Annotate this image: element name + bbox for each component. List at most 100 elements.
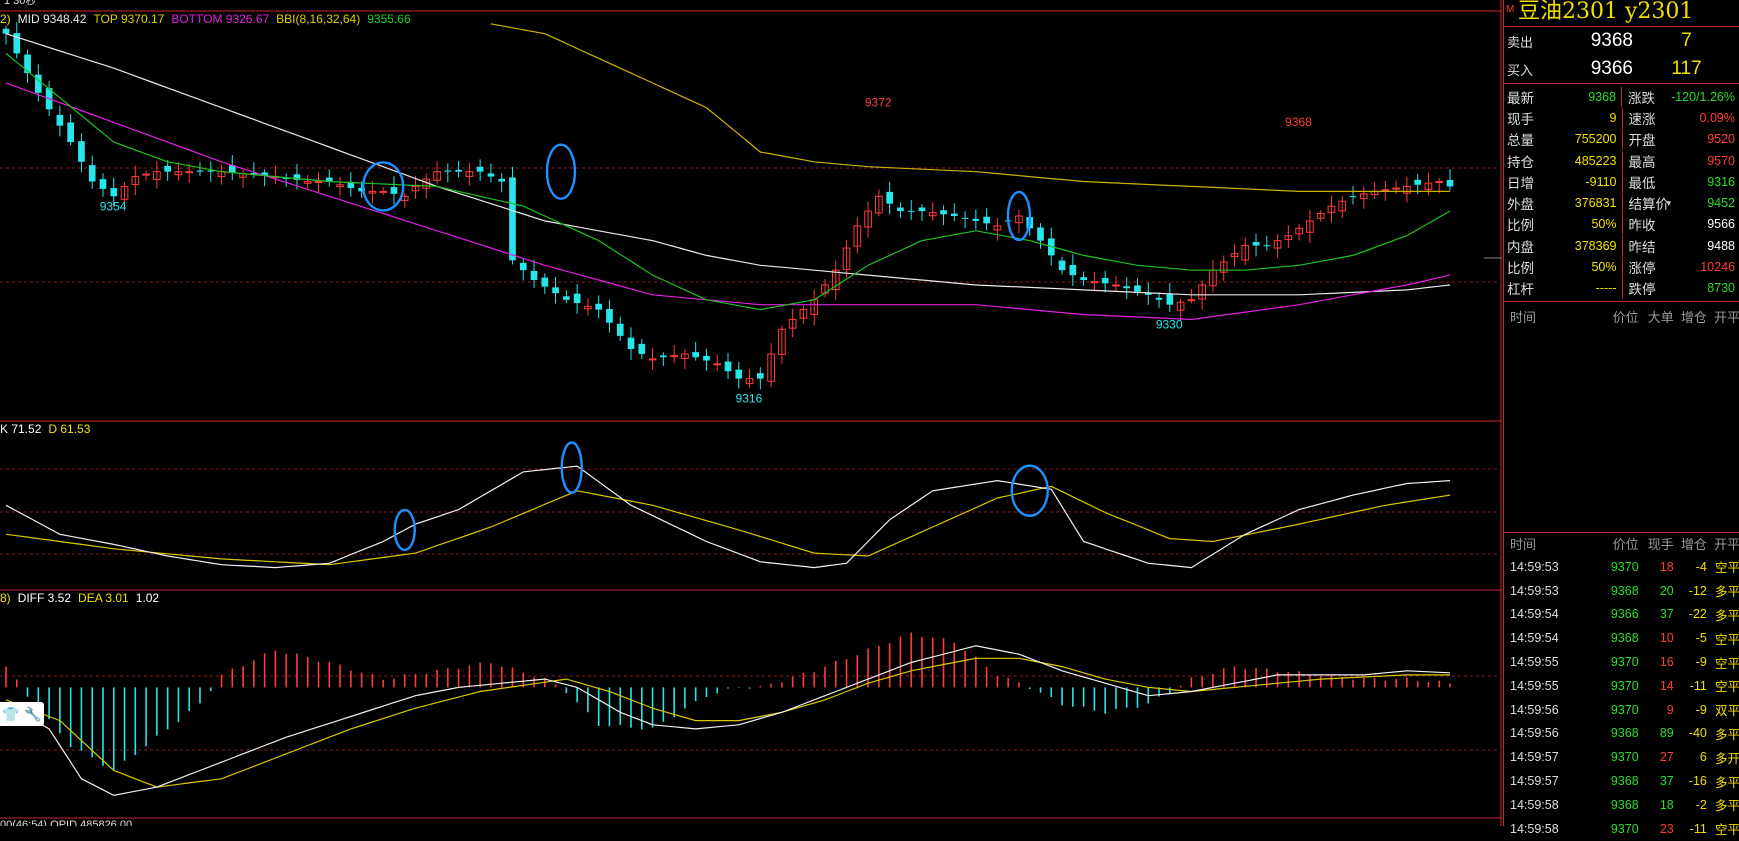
candle-body[interactable] <box>940 210 947 214</box>
candle-body[interactable] <box>595 304 602 310</box>
candle-body[interactable] <box>498 179 505 182</box>
candle-body[interactable] <box>1414 180 1421 185</box>
column-header[interactable]: 增仓 <box>1674 307 1707 326</box>
candle-body[interactable] <box>391 187 398 194</box>
sell-row[interactable]: 卖出 9368 7 <box>1504 27 1739 55</box>
macd-legend-prefix[interactable]: 8) <box>0 591 11 605</box>
candle-body[interactable] <box>100 179 107 189</box>
candle-body[interactable] <box>1123 286 1130 288</box>
column-header[interactable]: 时间 <box>1504 307 1598 326</box>
main-legend-prefix[interactable]: 2) <box>0 12 11 26</box>
candle-body[interactable] <box>757 373 764 378</box>
candle-body[interactable] <box>143 174 150 175</box>
candle-body[interactable] <box>315 182 322 183</box>
contract-title[interactable]: M 豆油2301 y2301 <box>1504 0 1739 27</box>
shirt-icon[interactable]: 👕 <box>2 706 19 723</box>
candle-body[interactable] <box>444 171 451 172</box>
candle-body[interactable] <box>1188 300 1195 301</box>
candle-body[interactable] <box>455 170 462 172</box>
candle-body[interactable] <box>951 214 958 216</box>
candle-body[interactable] <box>1382 190 1389 191</box>
candle-body[interactable] <box>1166 294 1173 305</box>
candle-body[interactable] <box>24 55 31 74</box>
candle-body[interactable] <box>488 173 495 176</box>
candle-body[interactable] <box>574 294 581 303</box>
candle-body[interactable] <box>1447 180 1454 187</box>
candle-body[interactable] <box>1263 245 1270 246</box>
candle-body[interactable] <box>606 309 613 323</box>
candle-body[interactable] <box>735 370 742 379</box>
candle-body[interactable] <box>714 364 721 365</box>
candle-body[interactable] <box>1350 196 1357 197</box>
candle-body[interactable] <box>57 115 64 126</box>
candle-body[interactable] <box>531 271 538 280</box>
candle-body[interactable] <box>1436 182 1443 183</box>
wrench-icon[interactable]: 🔧 <box>24 706 41 723</box>
candle-body[interactable] <box>1253 242 1260 246</box>
candle-body[interactable] <box>617 324 624 336</box>
candle-body[interactable] <box>520 263 527 270</box>
candle-body[interactable] <box>1080 277 1087 280</box>
candle-body[interactable] <box>886 192 893 204</box>
candle-body[interactable] <box>973 219 980 221</box>
candle-body[interactable] <box>638 344 645 354</box>
candle-body[interactable] <box>110 188 117 196</box>
candle-body[interactable] <box>380 191 387 192</box>
candle-body[interactable] <box>660 355 667 357</box>
chart-tool-button[interactable]: 👕 🔧 <box>0 702 44 726</box>
candle-body[interactable] <box>477 167 484 172</box>
column-header[interactable]: 时间 <box>1504 534 1598 553</box>
candle-body[interactable] <box>628 338 635 349</box>
candle-body[interactable] <box>1059 261 1066 271</box>
column-header[interactable]: 大单 <box>1639 307 1674 326</box>
candle-body[interactable] <box>1113 285 1120 286</box>
candle-body[interactable] <box>1037 227 1044 240</box>
candle-body[interactable] <box>541 278 548 287</box>
candle-body[interactable] <box>725 362 732 372</box>
column-header[interactable]: 开平 <box>1707 534 1739 553</box>
candle-body[interactable] <box>89 165 96 181</box>
candle-body[interactable] <box>897 208 904 212</box>
candle-body[interactable] <box>1091 282 1098 283</box>
column-header[interactable]: 增仓 <box>1674 534 1707 553</box>
candle-body[interactable] <box>1102 278 1109 283</box>
candle-body[interactable] <box>1134 285 1141 291</box>
buy-row[interactable]: 买入 9366 117 <box>1504 55 1739 84</box>
candle-body[interactable] <box>78 141 85 162</box>
candle-body[interactable] <box>563 296 570 299</box>
candle-body[interactable] <box>3 29 10 34</box>
period-legend[interactable]: 1 30秒 <box>4 0 36 8</box>
candle-body[interactable] <box>908 211 915 212</box>
column-header[interactable]: 现手 <box>1639 534 1674 553</box>
candle-body[interactable] <box>1393 188 1400 189</box>
candle-body[interactable] <box>962 218 969 219</box>
candle-body[interactable] <box>509 177 516 260</box>
candle-body[interactable] <box>1069 265 1076 275</box>
candle-body[interactable] <box>164 166 171 172</box>
candle-body[interactable] <box>919 207 926 211</box>
big-order-list[interactable] <box>1504 328 1739 533</box>
column-header[interactable]: 价位 <box>1598 307 1639 326</box>
candle-body[interactable] <box>552 287 559 293</box>
candle-body[interactable] <box>197 170 204 171</box>
candle-body[interactable] <box>983 217 990 224</box>
candle-body[interactable] <box>692 352 699 357</box>
column-header[interactable]: 开平 <box>1707 307 1739 326</box>
candle-body[interactable] <box>67 123 74 143</box>
column-header[interactable]: 价位 <box>1598 534 1639 553</box>
candle-body[interactable] <box>1156 298 1163 300</box>
